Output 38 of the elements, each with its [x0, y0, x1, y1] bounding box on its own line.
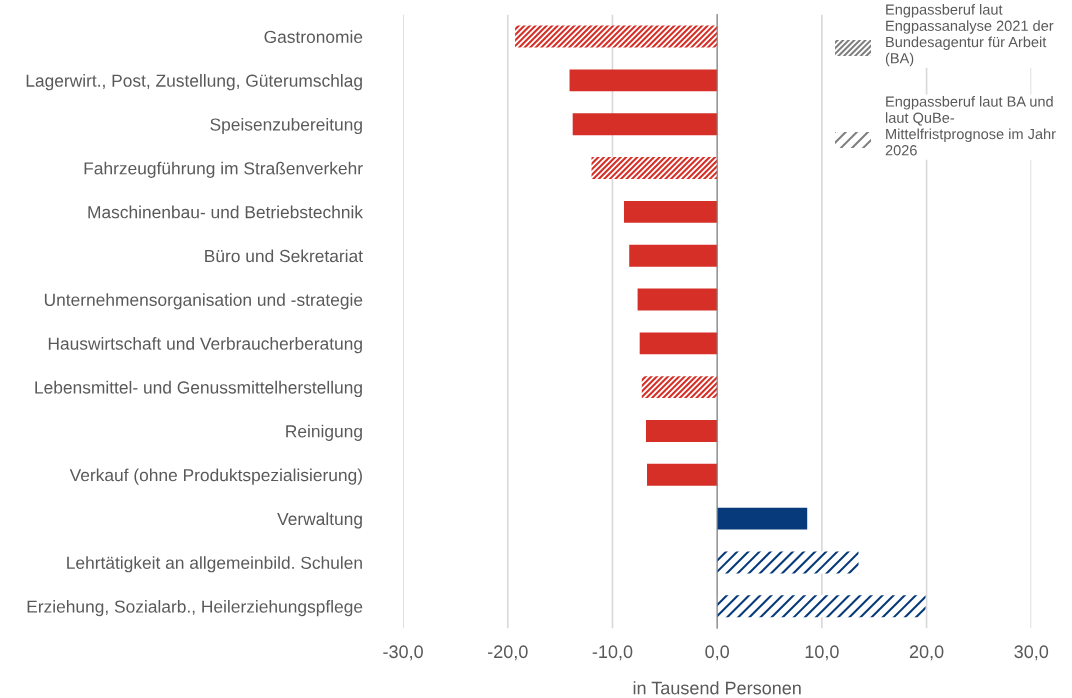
y-tick-label: Hauswirtschaft und Verbraucherberatung [48, 337, 362, 354]
y-tick-label: Fahrzeugführung im Straßenverkehr [84, 161, 363, 178]
bar [515, 25, 718, 48]
y-tick-label: Erziehung, Sozialarb., Heilerziehungspflege [27, 600, 363, 617]
annotation: Engpassberuf laut BA und laut QuBe-Mittelfristprognose im Jahr 2026 [885, 96, 1056, 156]
bar [572, 113, 718, 136]
bar [645, 420, 718, 442]
y-tick-label: Maschinenbau- und Betriebstechnik [88, 205, 364, 219]
x-tick-label: -10,0 [592, 645, 633, 661]
x-tick-label: -30,0 [383, 645, 423, 661]
y-tick-label: Gastronomie [264, 30, 363, 44]
y-tick-label: Lebensmittel- und Genussmittelherstellung [35, 380, 362, 398]
bar [569, 69, 718, 92]
bar [637, 288, 718, 311]
y-tick-label: Büro und Sekretariat [205, 249, 363, 263]
y-tick-label: Lehrtätigkeit an allgemeinbild. Schulen [67, 556, 362, 573]
bar [717, 595, 926, 618]
x-tick-label: 30,0 [1014, 645, 1049, 661]
y-tick-label: Unternehmensorganisation und -strategie [44, 293, 363, 310]
y-tick-label: Verkauf (ohne Produktspezialisierung) [69, 468, 362, 485]
x-tick-label: 0,0 [705, 645, 730, 661]
bar [639, 332, 718, 355]
y-tick-label: Lagerwirt., Post, Zustellung, Güterumschlag [26, 74, 362, 91]
bar [641, 376, 718, 399]
annotation: Engpassberuf laut Engpassanalyse 2021 der Bundesagentur für Arbeit (BA) [885, 4, 1054, 67]
y-tick-label: Speisenzubereitung [210, 117, 362, 135]
x-tick-label: 20,0 [909, 645, 944, 661]
y-tick-label: Reinigung [286, 424, 362, 441]
bar [591, 157, 718, 179]
y-tick-label: Verwaltung [277, 512, 362, 529]
bar [623, 200, 718, 223]
bar [647, 463, 718, 486]
x-axis-title: in Tausend Personen [633, 681, 801, 695]
x-tick-label: -20,0 [488, 645, 528, 661]
bar [717, 507, 808, 530]
x-tick-label: 10,0 [805, 645, 839, 661]
bar [717, 551, 859, 574]
bar [629, 244, 718, 267]
